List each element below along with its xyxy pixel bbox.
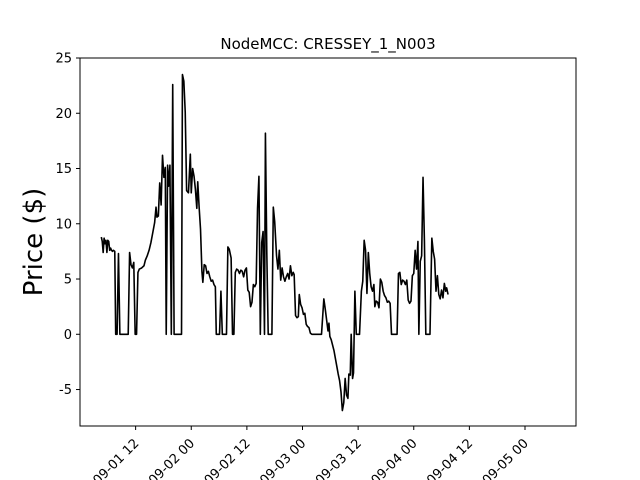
chart-title: NodeMCC: CRESSEY_1_N003 (220, 35, 435, 54)
y-tick-label: 15 (55, 162, 72, 177)
price-series-line (100, 73, 449, 412)
y-axis-ticks: -5 0 5 10 15 20 25 (55, 52, 80, 398)
y-tick-label: 5 (64, 273, 72, 288)
y-tick-label: 25 (55, 52, 72, 67)
plot-frame (79, 57, 577, 427)
series-group (100, 73, 449, 412)
y-tick-label: 10 (55, 217, 72, 232)
y-axis-label: Price ($) (19, 188, 49, 297)
y-tick-label: 0 (64, 328, 72, 343)
y-tick-label: -5 (59, 383, 72, 398)
y-tick-label: 20 (55, 107, 72, 122)
